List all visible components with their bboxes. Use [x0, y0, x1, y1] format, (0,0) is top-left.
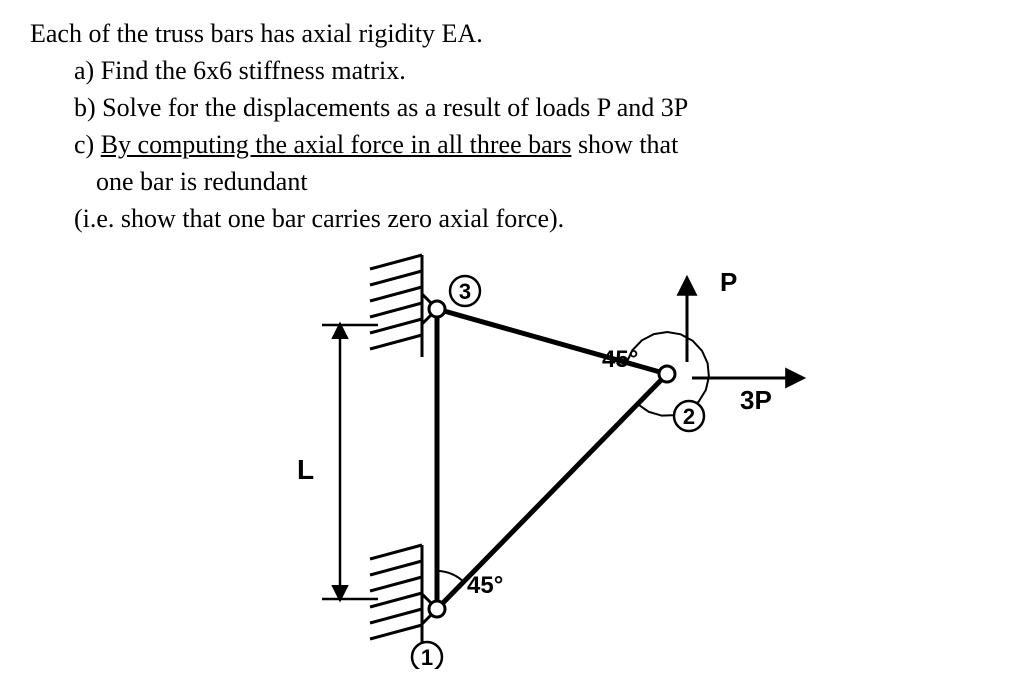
node-1	[429, 601, 445, 617]
part-c: c) By computing the axial force in all t…	[74, 127, 994, 162]
node-label-2: 2	[683, 404, 695, 429]
truss-diagram: 45°45°123P3PL	[192, 239, 832, 669]
node-3	[429, 301, 445, 317]
part-c-cont1: one bar is redundant	[74, 164, 994, 199]
part-a-label: a)	[74, 56, 101, 85]
part-a: a) Find the 6x6 stiffness matrix.	[74, 53, 994, 88]
part-b-text: Solve for the displacements as a result …	[102, 93, 688, 122]
load-P-label: P	[720, 267, 737, 297]
node-label-1: 1	[421, 645, 433, 669]
node-label-3: 3	[459, 279, 471, 304]
angle-45-top: 45°	[602, 346, 638, 373]
part-a-text: Find the 6x6 stiffness matrix.	[101, 56, 406, 85]
part-c-tail: show that	[571, 130, 678, 159]
problem-parts: a) Find the 6x6 stiffness matrix. b) Sol…	[30, 53, 994, 236]
part-b: b) Solve for the displacements as a resu…	[74, 90, 994, 125]
part-c-underlined: By computing the axial force in all thre…	[101, 130, 572, 159]
node-2	[659, 366, 675, 382]
part-b-label: b)	[74, 93, 102, 122]
load-3P-label: 3P	[740, 385, 772, 415]
dimension-L-label: L	[297, 454, 314, 485]
problem-intro: Each of the truss bars has axial rigidit…	[30, 16, 994, 51]
angle-45-bottom: 45°	[467, 572, 503, 599]
part-c-cont2: (i.e. show that one bar carries zero axi…	[74, 201, 994, 236]
part-c-label: c)	[74, 130, 101, 159]
